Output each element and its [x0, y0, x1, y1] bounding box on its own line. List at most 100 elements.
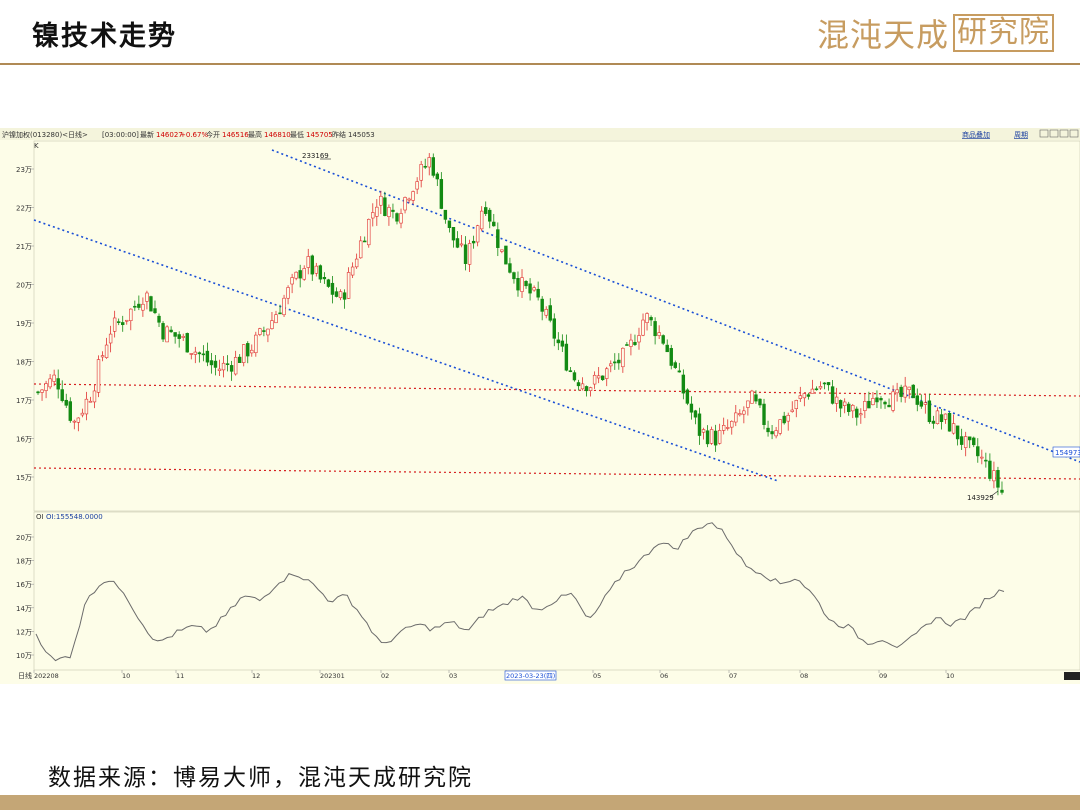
candle	[354, 253, 359, 269]
candle	[96, 355, 101, 398]
candle	[762, 398, 766, 430]
split-icon[interactable]	[1059, 129, 1069, 138]
candle	[153, 300, 157, 315]
candle	[939, 409, 944, 430]
candle	[794, 399, 798, 418]
candle	[306, 248, 310, 275]
brand-box-text: 研究院	[953, 14, 1054, 52]
candle	[508, 257, 512, 274]
price-tick-label: 18万	[16, 359, 32, 367]
period-button[interactable]: 周期	[1014, 131, 1028, 139]
candle	[580, 377, 585, 391]
candle	[851, 403, 855, 419]
candle	[439, 172, 444, 210]
candle	[358, 236, 363, 259]
candle	[387, 204, 391, 226]
candle	[959, 428, 964, 450]
candle	[951, 414, 956, 435]
candle	[121, 315, 125, 332]
candle	[193, 346, 198, 364]
candle	[717, 423, 722, 445]
candle	[609, 360, 613, 373]
candle	[617, 353, 621, 370]
footer-bar	[0, 795, 1080, 810]
candle	[266, 328, 270, 343]
resistance-line	[33, 383, 1080, 397]
candle	[895, 382, 899, 402]
candle	[556, 332, 561, 351]
candle	[447, 220, 452, 233]
candle	[790, 401, 794, 413]
candle	[532, 285, 536, 292]
candle	[834, 387, 839, 412]
candle	[540, 296, 544, 321]
candle	[661, 334, 665, 346]
candle	[254, 331, 258, 357]
candle	[544, 306, 548, 319]
price-tick-label: 16万	[16, 436, 32, 444]
price-panel	[33, 140, 1080, 512]
candle	[185, 332, 189, 353]
candle	[919, 394, 924, 409]
candle	[572, 370, 577, 382]
candle	[524, 280, 528, 289]
candle	[133, 300, 137, 311]
candle	[653, 317, 657, 345]
candle	[903, 376, 907, 403]
nickel-chart[interactable]: 沪镍加权(013280)<日线> [03:00:00] 最新 146027 +0…	[0, 128, 1080, 684]
close-icon[interactable]	[1069, 129, 1079, 138]
chart-panel[interactable]: 沪镍加权(013280)<日线> [03:00:00] 最新 146027 +0…	[0, 128, 1080, 684]
price-tick-label: 17万	[16, 397, 32, 405]
candle	[923, 393, 928, 414]
candle	[246, 341, 250, 364]
candle	[907, 386, 911, 399]
candle	[988, 453, 992, 482]
svg-text:最高: 最高	[248, 130, 262, 139]
candle	[346, 267, 351, 299]
scroll-handle[interactable]	[1064, 672, 1080, 680]
x-tick-label: 07	[729, 672, 737, 680]
candle	[887, 398, 891, 408]
candle	[701, 427, 706, 440]
candle	[681, 369, 686, 400]
candle	[596, 367, 601, 384]
candle	[847, 401, 851, 416]
candle	[738, 409, 742, 417]
x-tick-label: 10	[122, 672, 130, 680]
candle	[818, 381, 823, 390]
candle	[205, 342, 210, 367]
trend-lines	[33, 149, 1080, 482]
candle	[189, 353, 193, 360]
toolbar[interactable]: 商品叠加 周期	[962, 129, 1079, 139]
oi-tick-label: 10万	[16, 652, 32, 660]
candle	[592, 371, 597, 389]
price-tick-label: 22万	[16, 205, 32, 213]
candle	[72, 419, 77, 430]
price-tick-label: 15万	[16, 474, 32, 482]
candle	[980, 449, 984, 465]
candle	[157, 313, 161, 327]
candle	[564, 334, 569, 372]
candle	[48, 374, 52, 390]
candle	[855, 406, 859, 426]
latest-value: 146027	[156, 131, 183, 139]
grid-icon[interactable]	[1049, 129, 1059, 138]
candle	[568, 367, 573, 373]
oi-axis: 20万 18万 16万 14万 12万 10万	[16, 534, 34, 660]
candle	[270, 311, 274, 330]
price-tick-label: 19万	[16, 320, 32, 328]
layout-icon[interactable]	[1039, 129, 1049, 138]
candle	[500, 249, 504, 254]
candle	[976, 438, 980, 463]
change-value: +0.67%	[180, 131, 208, 139]
candle	[88, 396, 93, 403]
candle	[334, 287, 339, 298]
candle	[645, 312, 649, 331]
candle	[399, 208, 403, 229]
overlay-button[interactable]: 商品叠加	[962, 130, 990, 139]
candle	[859, 408, 863, 424]
candle	[350, 262, 355, 279]
candle	[407, 197, 411, 204]
candle	[262, 326, 266, 337]
candle	[419, 160, 423, 188]
